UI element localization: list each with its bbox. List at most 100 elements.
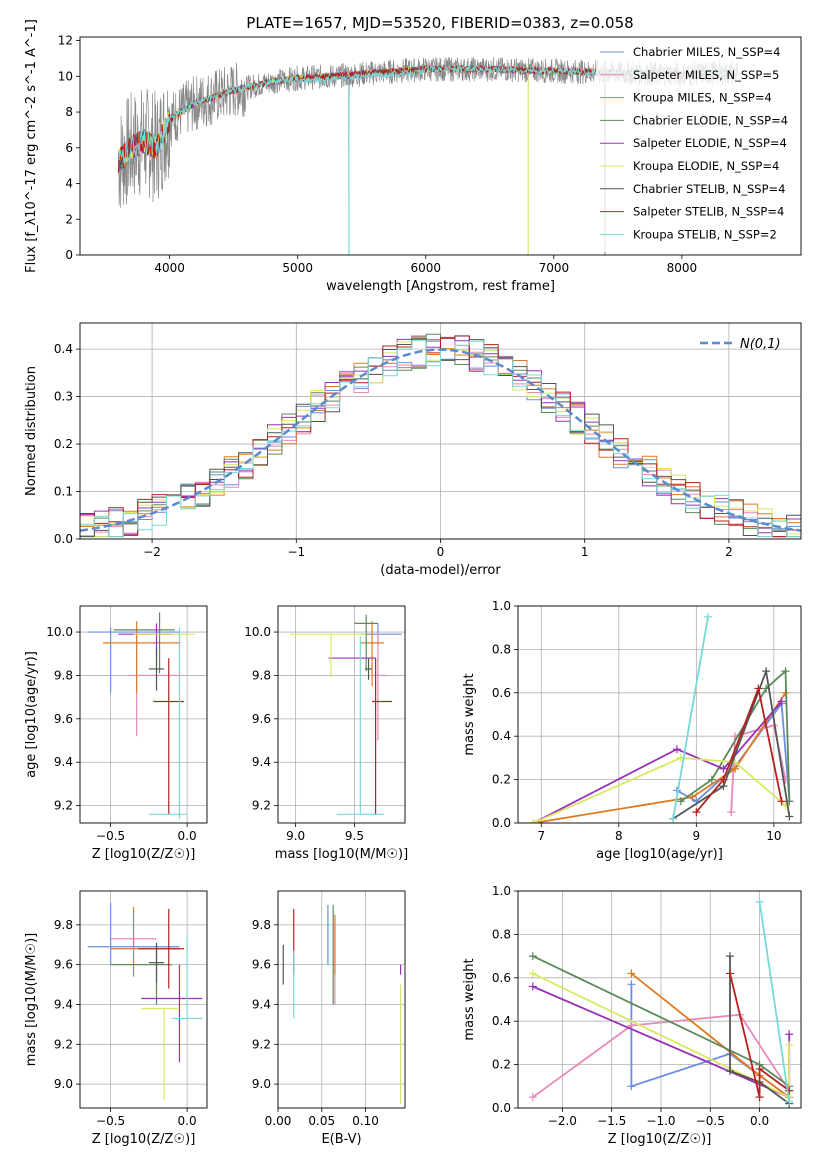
axes-frame [517,890,802,1109]
weight-marker [692,808,701,817]
y-tick-label: 0.1 [54,485,73,499]
weight-marker [755,1064,764,1073]
figure-title: PLATE=1657, MJD=53520, FIBERID=0383, z=0… [246,14,633,32]
y-tick-label: 9.6 [54,712,73,726]
panel-age_vs_mass: 9.0 9.5 9.2 9.4 9.6 9.8 10.0 mass [log10(M/M☉)] [244,605,408,862]
weight-line-2 [533,692,787,823]
y-tick-label: 0.8 [492,927,511,941]
weight-marker [726,952,735,961]
y-axis-label: mass weight [462,958,477,1040]
y-tick-label: 9.2 [252,1037,271,1051]
x-tick-label: 7000 [539,261,570,275]
weight-line-8 [758,901,791,1102]
y-tick-label: 10.0 [46,625,73,639]
y-tick-label: 1.0 [492,599,511,613]
x-tick-label: 8 [615,829,623,843]
y-tick-label: 9.0 [252,1077,271,1091]
weight-marker [727,808,736,817]
weight-marker [754,684,763,693]
y-tick-label: 9.8 [54,918,73,932]
legend-box [596,42,796,252]
y-tick-label: 0 [65,248,73,262]
y-tick-label: 0.0 [492,1101,511,1115]
panel-mass_vs_ebv: 0.00 0.05 0.10 9.0 9.2 9.4 9.6 9.8 E(B-V) [252,890,406,1147]
x-tick-label: −2.0 [548,1114,577,1128]
y-axis-label: mass [log10(M/M☉)] [24,933,39,1066]
y-tick-label: 10.0 [244,625,271,639]
axes-frame [79,890,208,1109]
x-axis-label: Z [log10(Z/Z☉)] [608,1132,712,1147]
y-tick-label: 9.6 [252,958,271,972]
x-tick-label: 9.5 [345,829,364,843]
x-axis-label: wavelength [Angstrom, rest frame] [326,279,555,294]
weight-line-1 [532,1013,790,1098]
weight-series [529,612,794,823]
x-tick-label: −1 [287,545,305,559]
weight-marker [755,897,764,906]
y-axis-label: mass weight [462,673,477,755]
x-axis-label: E(B-V) [321,1132,361,1147]
x-tick-label: 0.0 [178,829,197,843]
weight-marker [529,819,538,823]
y-tick-label: 9.0 [54,1077,73,1091]
x-tick-label: 4000 [154,261,185,275]
x-tick-label: 0 [437,545,445,559]
axes-frame [277,890,406,1109]
panel-residuals: −2 −1 0 1 2 0.0 0.1 0.2 0.3 0.4 (data-model)/error… [24,322,802,578]
y-tick-label: 9.6 [252,712,271,726]
y-tick-label: 0.6 [492,686,511,700]
weight-marker [785,812,794,821]
y-tick-label: 0.2 [492,1058,511,1072]
weight-marker [777,797,786,806]
y-tick-label: 0.2 [54,437,73,451]
x-tick-label: −1.0 [646,1114,675,1128]
x-axis-label: Z [log10(Z/Z☉)] [92,847,196,862]
axes-frame [79,322,802,540]
y-axis-label: age [log10(age/yr)] [24,651,39,778]
x-tick-label: 0.0 [178,1114,197,1128]
y-tick-label: 12 [58,34,73,48]
y-tick-label: 2 [65,212,73,226]
errorbars [289,614,402,815]
y-tick-label: 0.0 [492,816,511,830]
panel-weight_vs_Z: −2.0 −1.5 −1.0 −0.5 0.0 0.0 0.2 0.4 0.6 0.8 1.0 Z [… [462,884,802,1147]
x-tick-label: 7 [537,829,545,843]
plots-layer: 4000 5000 6000 7000 8000024681012wavelength … [24,19,802,1147]
x-tick-label: −0.5 [96,829,125,843]
x-tick-label: 1 [581,545,589,559]
panel-spectrum: 4000 5000 6000 7000 8000 0 2 4 6 8 10 12 wavelength … [24,19,802,294]
y-tick-label: 0.6 [492,971,511,985]
weight-marker [777,697,786,706]
x-tick-label: −0.5 [96,1114,125,1128]
x-axis-label: (data-model)/error [380,563,501,578]
weight-marker [785,1086,794,1095]
y-tick-label: 9.8 [252,918,271,932]
panel-age_vs_Z: −0.5 0.0 9.2 9.4 9.6 9.8 10.0 Z [log10(Z/Z☉)] ag… [24,605,208,862]
legend-label: Kroupa STELIB, N_SSP=2 [633,227,777,241]
errorbars [282,904,402,1105]
y-tick-label: 9.6 [54,958,73,972]
weight-marker [672,745,681,754]
weight-marker [762,667,771,676]
weight-marker [528,982,537,991]
weight-marker [726,1067,735,1076]
weight-marker [676,797,685,806]
panel-mass_vs_Z: −0.5 0.0 9.0 9.2 9.4 9.6 9.8 Z [log10(Z/Z☉)] mas… [24,890,208,1147]
weight-marker [785,1097,794,1106]
weight-marker [707,775,716,784]
x-tick-label: 0.00 [265,1114,292,1128]
legend-label: Salpeter ELODIE, N_SSP=4 [633,136,787,150]
weight-marker [703,612,712,621]
weight-line-6 [729,956,790,1105]
x-tick-label: 2 [725,545,733,559]
y-tick-label: 6 [65,141,73,155]
weight-marker [755,1093,764,1102]
weight-marker [627,1082,636,1091]
weight-line-6 [672,667,791,820]
x-tick-label: −2 [143,545,161,559]
errorbars [87,612,195,819]
y-tick-label: 9.2 [54,799,73,813]
weight-marker [726,969,735,978]
x-tick-label: 8000 [667,261,698,275]
